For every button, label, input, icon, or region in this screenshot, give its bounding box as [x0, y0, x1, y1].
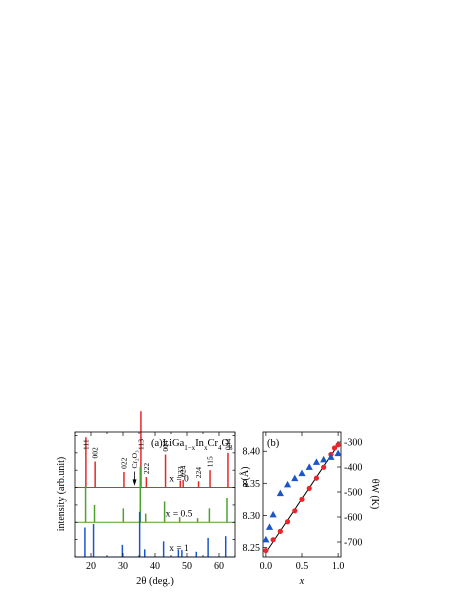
xrd-peak-label: 224	[194, 467, 203, 479]
weiss-point	[276, 489, 284, 497]
lattice-point	[284, 519, 291, 525]
xrd-x-tick-label: 50	[182, 561, 192, 572]
lattice-right-tick-label: -400	[344, 463, 362, 474]
weiss-point	[262, 535, 270, 543]
lattice-point	[277, 528, 283, 534]
xrd-peak-label: 004	[161, 440, 170, 452]
xrd-peak-label: 222	[142, 463, 151, 475]
lattice-x-ticks: 0.0 0.5 1.0	[260, 432, 345, 572]
xrd-peak-label: 115	[206, 456, 215, 467]
weiss-point	[334, 449, 342, 457]
lattice-point	[321, 464, 327, 470]
xrd-peak-label: 024	[179, 465, 188, 477]
weiss-point	[283, 480, 292, 488]
lattice-x-axis-label: x	[299, 576, 305, 587]
lattice-left-tick-label: 8.35	[243, 479, 261, 490]
lattice-left-axis-label: a (Å)	[239, 467, 251, 488]
lattice-point	[263, 547, 269, 554]
xrd-series	[75, 511, 235, 558]
weiss-point	[265, 523, 274, 530]
xrd-series-labels: x = 0 x = 0.5 x = 1	[166, 475, 193, 554]
lattice-point	[299, 496, 305, 502]
xrd-y-ticks	[75, 435, 235, 540]
lattice-right-axis-label: θW (K)	[369, 479, 380, 509]
lattice-x-tick-label: 0.5	[296, 561, 309, 572]
xrd-x-ticks: 20 30 40 50 60	[74, 432, 236, 572]
xrd-peak-label: 111	[81, 439, 90, 450]
lattice-point	[313, 475, 320, 481]
lattice-series	[262, 449, 342, 543]
lattice-point	[306, 485, 312, 492]
lattice-right-tick-label: -500	[344, 488, 362, 499]
weiss-point	[305, 463, 313, 470]
weiss-point	[320, 455, 328, 463]
weiss-point	[312, 458, 321, 465]
xrd-x-tick-label: 60	[214, 561, 224, 572]
lattice-point	[335, 442, 341, 448]
lattice-left-tick-label: 8.25	[243, 543, 261, 554]
lattice-right-tick-label: -600	[344, 513, 362, 524]
lattice-right-tick-label: -300	[344, 438, 362, 449]
xrd-x-axis-label: 2θ (deg.)	[136, 576, 174, 587]
xrd-series	[75, 466, 235, 523]
lattice-x-tick-label: 0.0	[260, 561, 273, 572]
lattice-left-ticks: 8.25 8.30 8.35 8.40	[243, 447, 267, 554]
weiss-point	[291, 474, 299, 482]
lattice-series-group	[262, 442, 342, 554]
xrd-x-tick-label: 40	[150, 561, 160, 572]
lattice-point	[292, 508, 298, 514]
lattice-right-tick-label: -700	[344, 538, 362, 549]
lattice-point	[331, 445, 338, 451]
lattice-panel-label: (b)	[267, 438, 280, 449]
lattice-right-ticks: -300 -400 -500 -600 -700	[337, 438, 362, 549]
xrd-panel-title: (a)LiGa1−xInxCr4O8	[151, 438, 233, 452]
impurity-label: Cr₂O₃	[130, 450, 139, 469]
lattice-panel: 0.0 0.5 1.0 8.258.308.358.40 -300-400-500-…	[239, 431, 380, 587]
lattice-series	[263, 442, 341, 554]
lattice-left-tick-label: 8.40	[243, 447, 261, 458]
xrd-series-label: x = 0.5	[166, 509, 193, 519]
xrd-peak-label: 002	[91, 447, 100, 459]
xrd-x-tick-label: 30	[118, 561, 128, 572]
lattice-x-tick-label: 1.0	[332, 561, 345, 572]
xrd-x-tick-label: 20	[86, 561, 96, 572]
lattice-point	[270, 537, 276, 543]
impurity-arrow-head	[132, 479, 137, 486]
xrd-series-label: x = 1	[169, 544, 189, 554]
weiss-point	[269, 510, 277, 518]
xrd-y-axis-label: intensity (arb.unit)	[56, 457, 67, 531]
xrd-peak-label: 044	[223, 439, 232, 451]
weiss-point	[327, 453, 335, 460]
weiss-point	[298, 469, 306, 477]
xrd-peak-label: 022	[119, 457, 128, 469]
impurity-arrow	[132, 471, 137, 486]
xrd-peak-label: 113	[136, 439, 145, 450]
lattice-left-tick-label: 8.30	[243, 511, 261, 522]
xrd-series-label: x = 0	[169, 475, 189, 485]
xrd-peak-label: 133	[176, 466, 185, 478]
